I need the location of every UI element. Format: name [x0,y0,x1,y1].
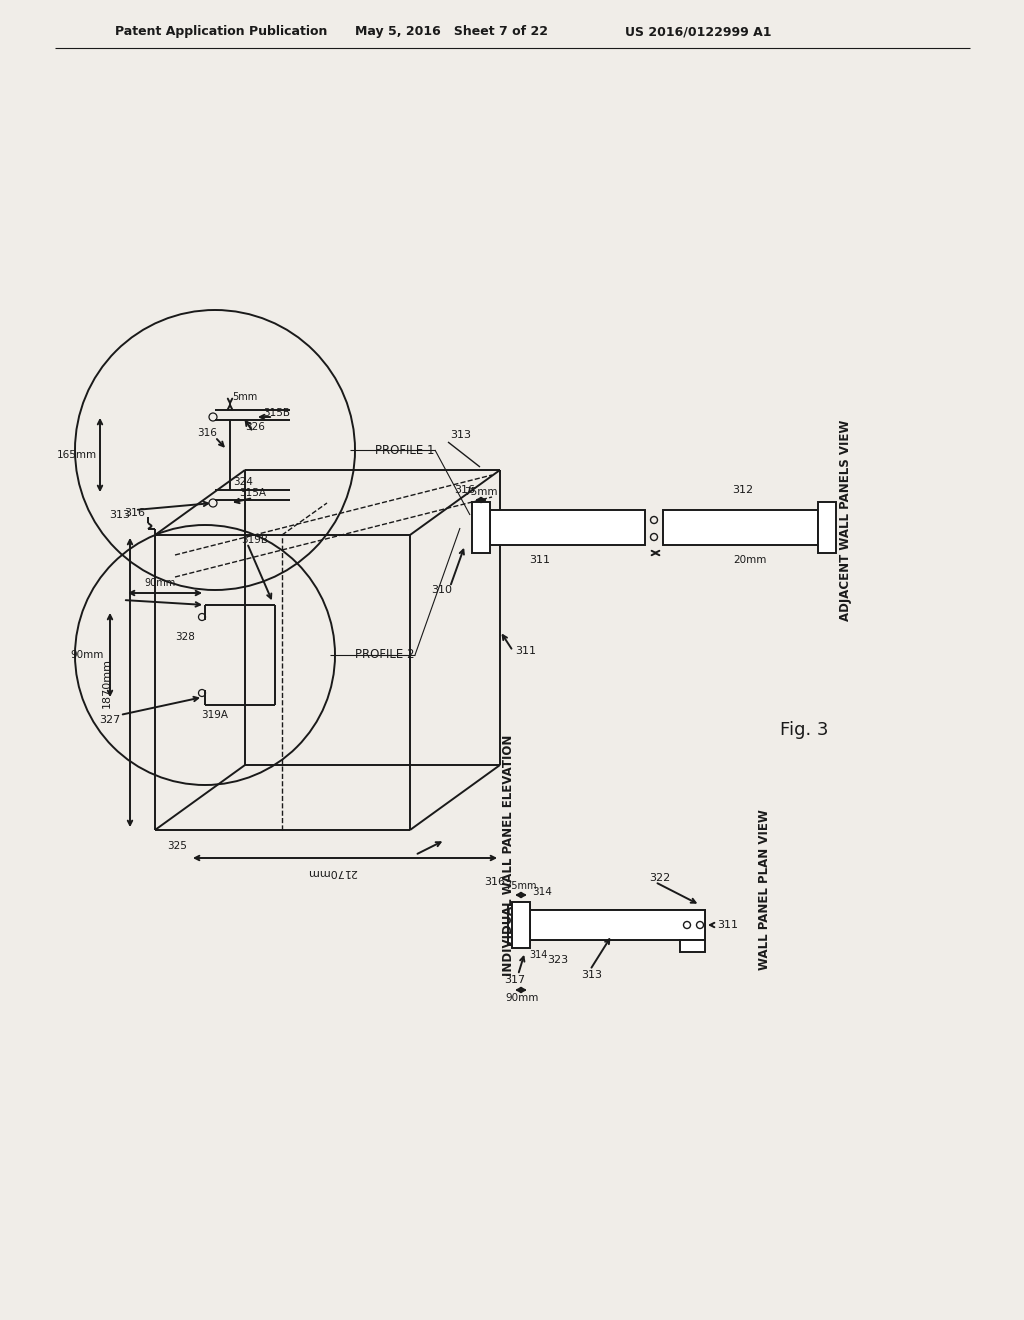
Text: US 2016/0122999 A1: US 2016/0122999 A1 [625,25,771,38]
Text: 313: 313 [582,970,602,979]
Text: 316: 316 [124,508,145,517]
Text: 75mm: 75mm [464,487,498,498]
Text: 316: 316 [197,428,217,438]
Text: 315A: 315A [240,488,266,498]
Text: PROFILE 2: PROFILE 2 [355,648,415,661]
Bar [530,909,705,940]
Text: 313: 313 [450,430,471,440]
Bar [490,510,645,545]
Text: 316: 316 [455,484,475,495]
Text: 311: 311 [529,554,551,565]
Text: Patent Application Publication: Patent Application Publication [115,25,328,38]
Text: 1870mm: 1870mm [102,657,112,708]
Text: 315B: 315B [263,408,291,418]
Bar [512,902,530,948]
Text: 90mm: 90mm [71,649,103,660]
Text: 90mm: 90mm [144,578,176,587]
Text: 319A: 319A [202,710,228,719]
Bar [530,909,705,940]
Text: 90mm: 90mm [505,993,539,1003]
Text: INDIVIDUAL WALL PANEL ELEVATION: INDIVIDUAL WALL PANEL ELEVATION [502,734,514,975]
Text: WALL PANEL PLAN VIEW: WALL PANEL PLAN VIEW [759,809,771,970]
Text: 317: 317 [505,975,525,985]
Text: May 5, 2016   Sheet 7 of 22: May 5, 2016 Sheet 7 of 22 [355,25,548,38]
Text: 314: 314 [528,950,547,960]
Text: 312: 312 [732,484,754,495]
Text: 2170mm: 2170mm [307,867,357,876]
Text: 328: 328 [175,632,195,642]
Bar [508,906,530,945]
Bar [472,502,490,553]
Text: 314: 314 [532,887,552,898]
Text: 311: 311 [515,645,536,656]
Bar [818,502,836,553]
Text: 75mm: 75mm [505,880,537,891]
Text: 322: 322 [649,873,671,883]
Text: 313: 313 [110,510,130,520]
Text: PROFILE 1: PROFILE 1 [375,444,434,457]
Text: 310: 310 [431,585,453,595]
Bar [663,510,818,545]
Text: 319B: 319B [242,535,268,545]
Text: 324: 324 [233,477,253,487]
Text: 327: 327 [99,715,121,725]
Text: 20mm: 20mm [733,554,767,565]
Text: 311: 311 [717,920,738,931]
Text: 316: 316 [484,876,506,887]
Text: 326: 326 [245,422,265,432]
Bar [680,940,705,952]
Text: Fig. 3: Fig. 3 [780,721,828,739]
Text: 165mm: 165mm [57,450,97,459]
Text: 5mm: 5mm [232,392,258,403]
Text: 325: 325 [167,841,187,851]
Text: 323: 323 [548,954,568,965]
Text: ADJACENT WALL PANELS VIEW: ADJACENT WALL PANELS VIEW [839,420,852,620]
